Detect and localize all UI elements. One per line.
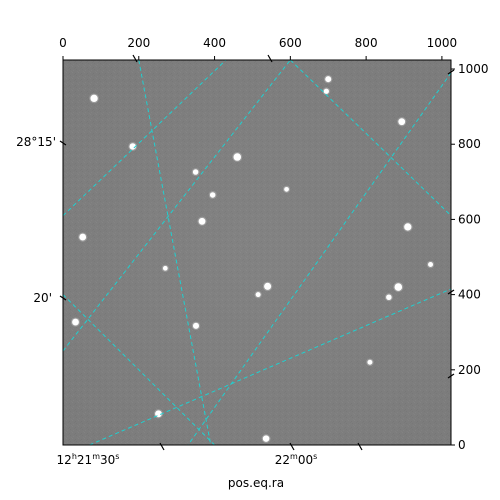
wcs-tick [59, 295, 67, 301]
ra-tick-label-2: 22m00s [275, 452, 318, 467]
top-tick-label: 800 [355, 36, 378, 50]
star [386, 294, 392, 301]
grid-line [89, 288, 451, 445]
wcs-tick [447, 373, 455, 379]
wcs-tick [447, 69, 455, 75]
star [79, 233, 87, 241]
wcs-ticks [59, 54, 455, 451]
coordinate-grid [63, 60, 451, 445]
wcs-tick [59, 140, 67, 146]
top-tick-label: 200 [127, 36, 150, 50]
star [323, 88, 329, 94]
grid-line [63, 60, 227, 217]
right-tick-label: 600 [458, 212, 481, 226]
right-tick-label: 0 [458, 438, 466, 452]
star [398, 118, 406, 126]
plot-frame [62, 59, 452, 446]
star [428, 262, 434, 268]
stars-layer [70, 74, 435, 444]
star [198, 217, 206, 225]
star [255, 292, 261, 298]
top-tick-label: 400 [203, 36, 226, 50]
star [394, 283, 403, 291]
grid-line [187, 72, 451, 445]
star [209, 192, 216, 198]
star [233, 153, 242, 161]
x-axis-label: pos.eq.ra [228, 476, 284, 490]
grid-line [289, 60, 451, 217]
star [90, 94, 98, 103]
star [367, 359, 373, 365]
star [284, 186, 289, 192]
star [192, 322, 200, 329]
sky-image [63, 60, 451, 445]
image-vignette [63, 60, 451, 445]
star [262, 435, 270, 442]
wcs-tick [159, 442, 165, 451]
top-tick-label: 600 [279, 36, 302, 50]
grid-line [63, 294, 215, 445]
top-tick-label: 0 [59, 36, 67, 50]
wcs-tick [447, 289, 455, 295]
right-tick-label: 800 [458, 137, 481, 151]
star [404, 223, 412, 231]
top-pixel-ticks: 0 200 400 600 800 1000 [59, 36, 457, 60]
ra-tick-label-1: 12h21m30s [57, 452, 120, 467]
star [72, 318, 79, 326]
right-tick-label: 400 [458, 288, 481, 302]
dec-tick-label-1: 28°15' [16, 135, 56, 149]
wcs-tick [357, 442, 363, 451]
star [325, 76, 332, 83]
right-pixel-ticks: 0 200 400 600 800 1000 [451, 62, 489, 452]
top-tick-label: 1000 [427, 36, 458, 50]
star [162, 265, 168, 271]
wcs-tick [267, 54, 273, 63]
dec-tick-label-2: 20' [33, 291, 52, 305]
grid-line [63, 60, 291, 352]
wcs-tick [132, 54, 138, 63]
grid-line [138, 60, 212, 445]
star [192, 169, 199, 175]
wcs-tick [289, 442, 295, 451]
star [264, 282, 272, 290]
right-tick-label: 200 [458, 363, 481, 377]
right-tick-label: 1000 [458, 62, 489, 76]
